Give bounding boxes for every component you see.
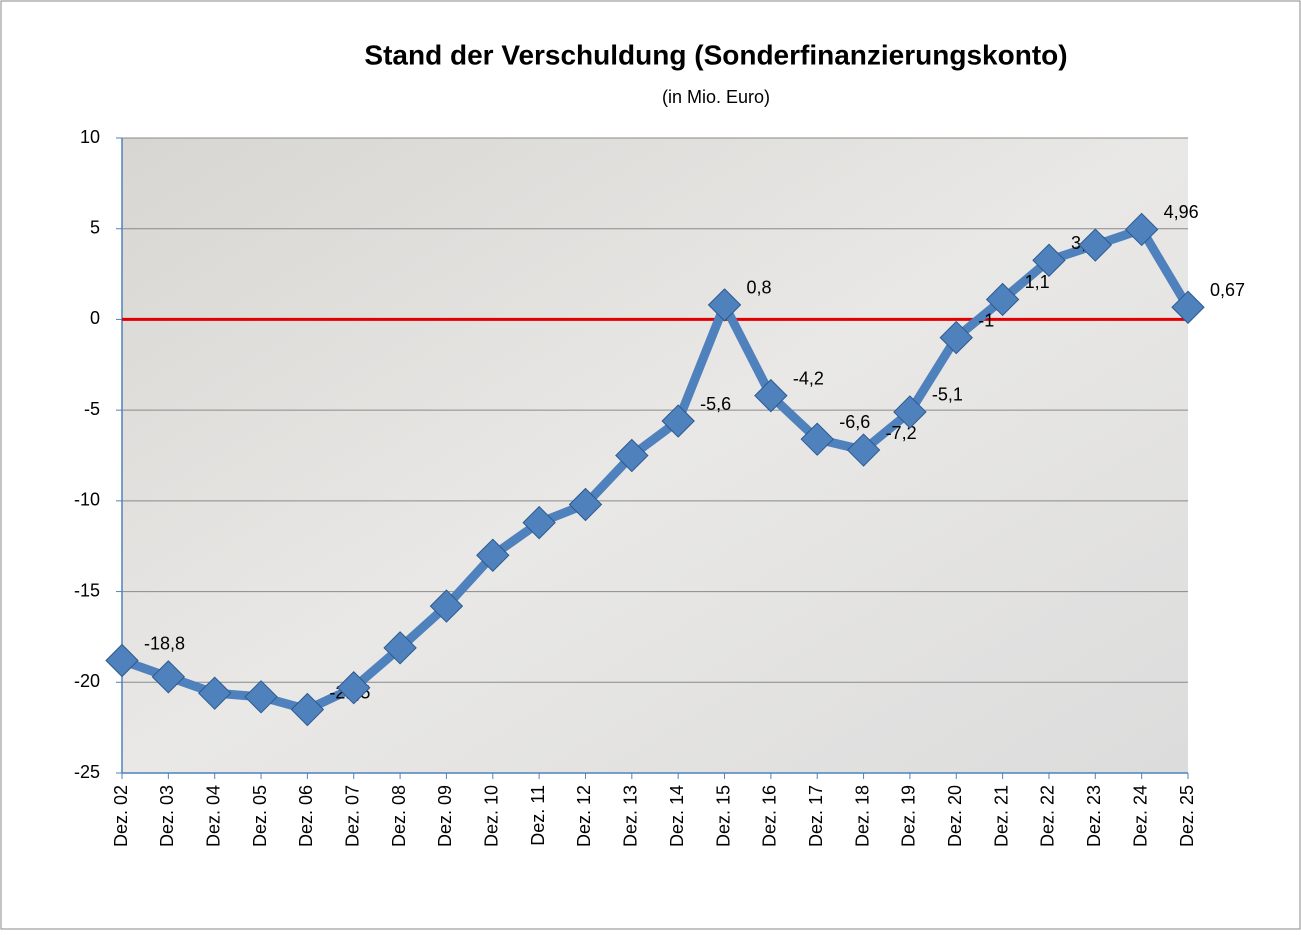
chart-subtitle: (in Mio. Euro) bbox=[662, 87, 770, 107]
x-tick-label: Dez. 16 bbox=[760, 785, 780, 847]
chart: Stand der Verschuldung (Sonderfinanzieru… bbox=[0, 0, 1301, 930]
data-label: 0,8 bbox=[747, 278, 772, 298]
data-label: -5,6 bbox=[700, 394, 731, 414]
chart-title: Stand der Verschuldung (Sonderfinanzieru… bbox=[364, 39, 1067, 70]
y-tick-label: 5 bbox=[90, 217, 100, 237]
y-tick-label: -15 bbox=[74, 580, 100, 600]
plot-area bbox=[122, 138, 1188, 773]
x-tick-label: Dez. 06 bbox=[296, 785, 316, 847]
y-tick-label: 10 bbox=[80, 127, 100, 147]
x-tick-label: Dez. 25 bbox=[1177, 785, 1197, 847]
x-tick-label: Dez. 19 bbox=[899, 785, 919, 847]
data-label: -4,2 bbox=[793, 368, 824, 388]
data-label: -6,6 bbox=[839, 412, 870, 432]
x-tick-label: Dez. 20 bbox=[945, 785, 965, 847]
x-tick-label: Dez. 05 bbox=[250, 785, 270, 847]
x-tick-label: Dez. 22 bbox=[1038, 785, 1058, 847]
y-tick-label: -10 bbox=[74, 490, 100, 510]
data-label: 0,67 bbox=[1210, 280, 1245, 300]
x-tick-label: Dez. 04 bbox=[203, 785, 223, 847]
x-tick-label: Dez. 21 bbox=[991, 785, 1011, 847]
data-label: 1,1 bbox=[1025, 272, 1050, 292]
x-tick-label: Dez. 12 bbox=[574, 785, 594, 847]
y-tick-label: 0 bbox=[90, 308, 100, 328]
x-tick-label: Dez. 17 bbox=[806, 785, 826, 847]
x-tick-label: Dez. 14 bbox=[667, 785, 687, 847]
x-tick-label: Dez. 13 bbox=[621, 785, 641, 847]
x-tick-label: Dez. 03 bbox=[157, 785, 177, 847]
x-tick-label: Dez. 10 bbox=[482, 785, 502, 847]
y-tick-label: -25 bbox=[74, 762, 100, 782]
x-tick-label: Dez. 23 bbox=[1084, 785, 1104, 847]
x-tick-label: Dez. 02 bbox=[111, 785, 131, 847]
x-tick-label: Dez. 09 bbox=[435, 785, 455, 847]
x-tick-label: Dez. 07 bbox=[342, 785, 362, 847]
data-label: -1 bbox=[978, 310, 994, 330]
y-tick-label: -20 bbox=[74, 671, 100, 691]
data-label: -5,1 bbox=[932, 385, 963, 405]
data-label: 4,96 bbox=[1164, 202, 1199, 222]
x-tick-label: Dez. 15 bbox=[713, 785, 733, 847]
data-label: -18,8 bbox=[144, 633, 185, 653]
x-tick-label: Dez. 18 bbox=[852, 785, 872, 847]
x-tick-label: Dez. 08 bbox=[389, 785, 409, 847]
x-tick-label: Dez. 24 bbox=[1130, 785, 1150, 847]
y-tick-label: -5 bbox=[84, 399, 100, 419]
x-tick-label: Dez. 11 bbox=[528, 785, 548, 846]
